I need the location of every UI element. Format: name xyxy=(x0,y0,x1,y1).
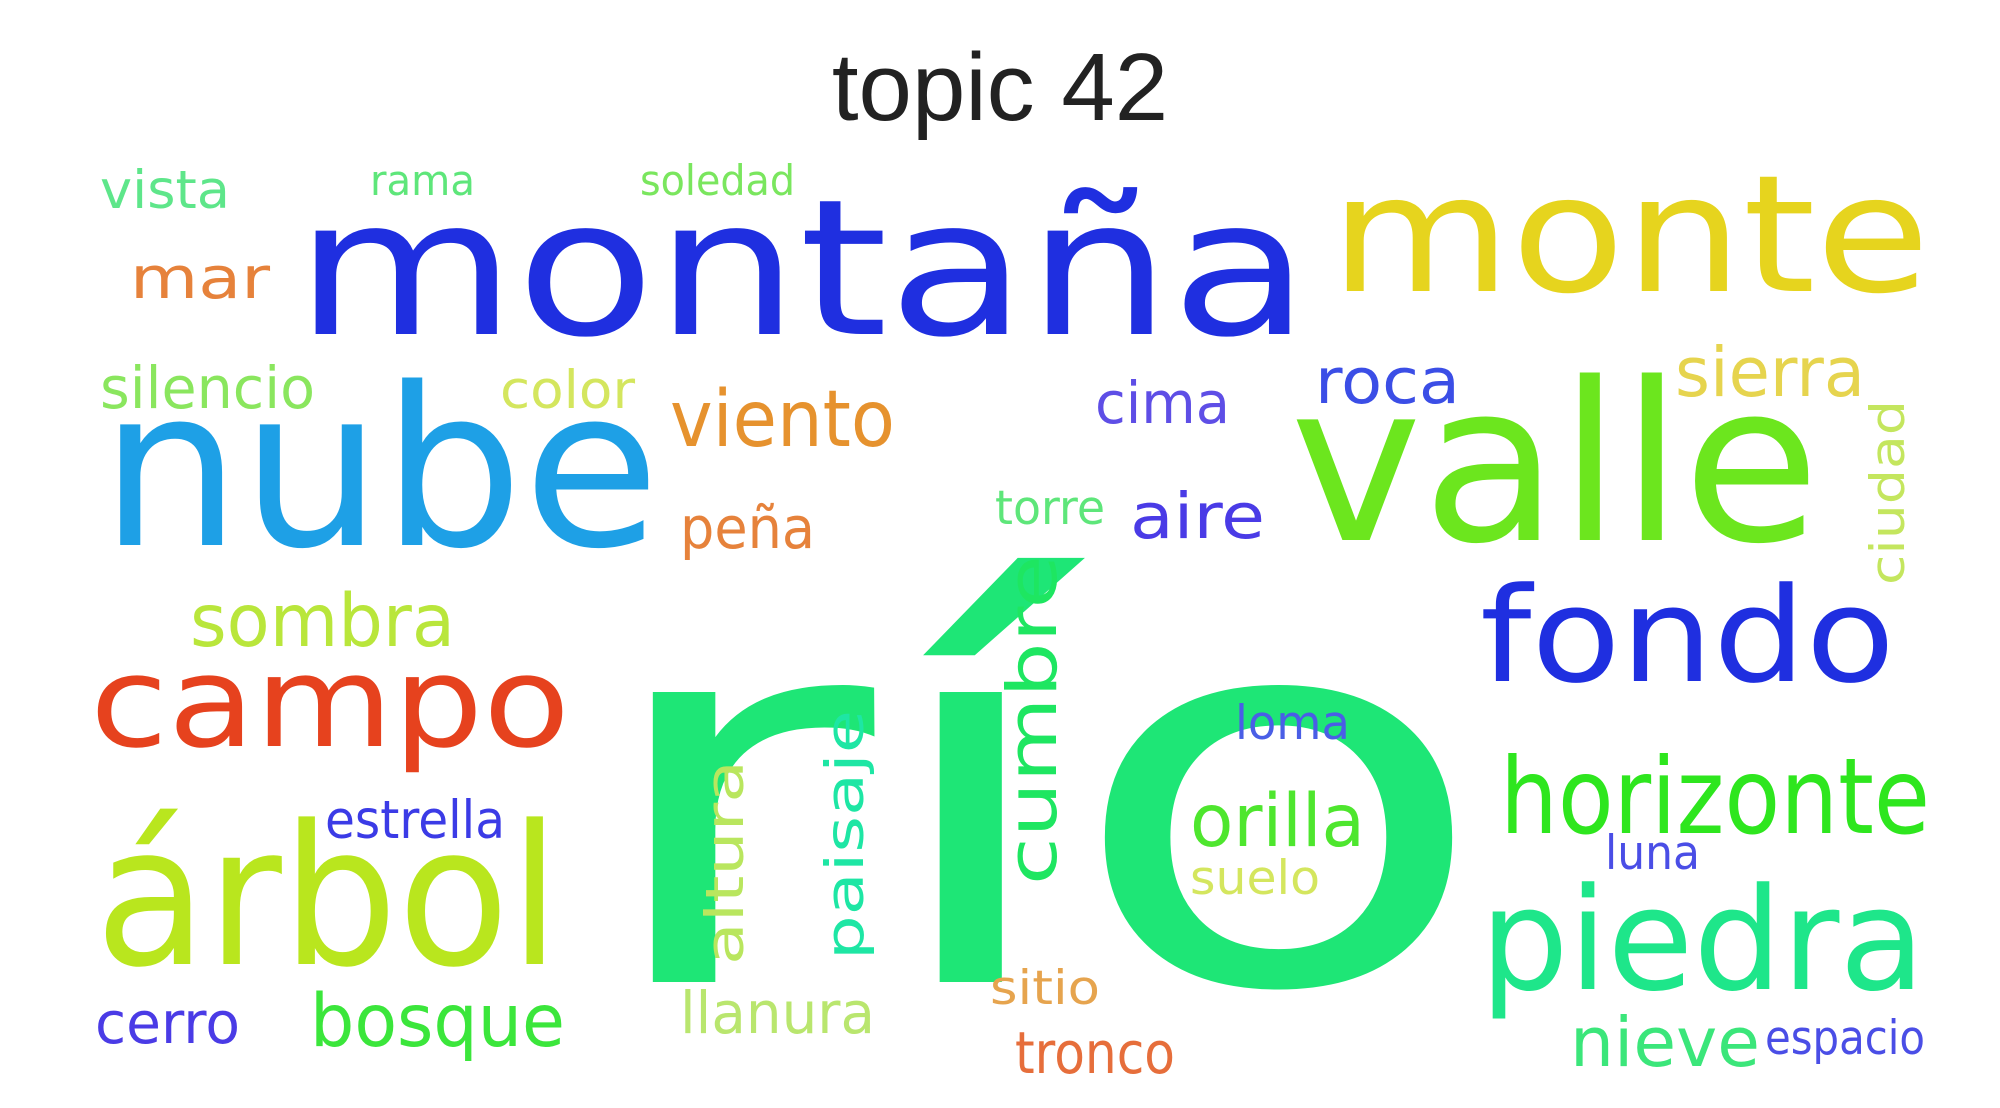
word-rama: rama xyxy=(370,156,475,205)
word-campo: campo xyxy=(90,629,570,776)
word-viento: viento xyxy=(670,373,895,465)
page-title: topic 42 xyxy=(831,34,1169,141)
word-cerro: cerro xyxy=(95,989,240,1057)
word-espacio: espacio xyxy=(1765,1011,1925,1066)
word-tronco: tronco xyxy=(1015,1019,1175,1087)
word-estrella: estrella xyxy=(325,790,505,851)
word-roca: roca xyxy=(1315,345,1460,418)
word-orilla: orilla xyxy=(1190,779,1365,864)
word-soledad: soledad xyxy=(640,156,795,205)
word-arbol: árbol xyxy=(95,784,560,1010)
word-ciudad: ciudad xyxy=(1861,400,1916,585)
word-aire: aire xyxy=(1130,480,1265,553)
word-llanura: llanura xyxy=(680,979,875,1047)
word-loma: loma xyxy=(1235,696,1350,751)
word-cima: cima xyxy=(1095,369,1230,437)
word-sierra: sierra xyxy=(1675,334,1865,413)
word-altura: altura xyxy=(695,760,756,965)
word-torre: torre xyxy=(995,481,1105,536)
word-suelo: suelo xyxy=(1190,851,1320,906)
word-paisaje: paisaje xyxy=(815,710,876,960)
word-color: color xyxy=(500,360,635,421)
word-mar: mar xyxy=(130,244,270,312)
word-piedra: piedra xyxy=(1480,858,1925,1023)
word-silencio: silencio xyxy=(100,354,315,422)
word-vista: vista xyxy=(100,160,230,221)
word-rio: río xyxy=(590,491,1490,1108)
word-pena: peña xyxy=(680,494,815,562)
word-cumbre: cumbre xyxy=(994,555,1073,885)
word-horizonte: horizonte xyxy=(1500,736,1930,858)
word-luna: luna xyxy=(1605,826,1700,881)
word-montana: montaña xyxy=(295,159,1310,379)
word-sombra: sombra xyxy=(190,579,455,664)
word-bosque: bosque xyxy=(310,979,565,1064)
word-sitio: sitio xyxy=(990,961,1100,1016)
word-fondo: fondo xyxy=(1480,559,1895,712)
word-valle: valle xyxy=(1290,336,1820,593)
word-nube: nube xyxy=(100,341,660,598)
word-nieve: nieve xyxy=(1570,1004,1760,1083)
word-monte: monte xyxy=(1330,141,1930,330)
